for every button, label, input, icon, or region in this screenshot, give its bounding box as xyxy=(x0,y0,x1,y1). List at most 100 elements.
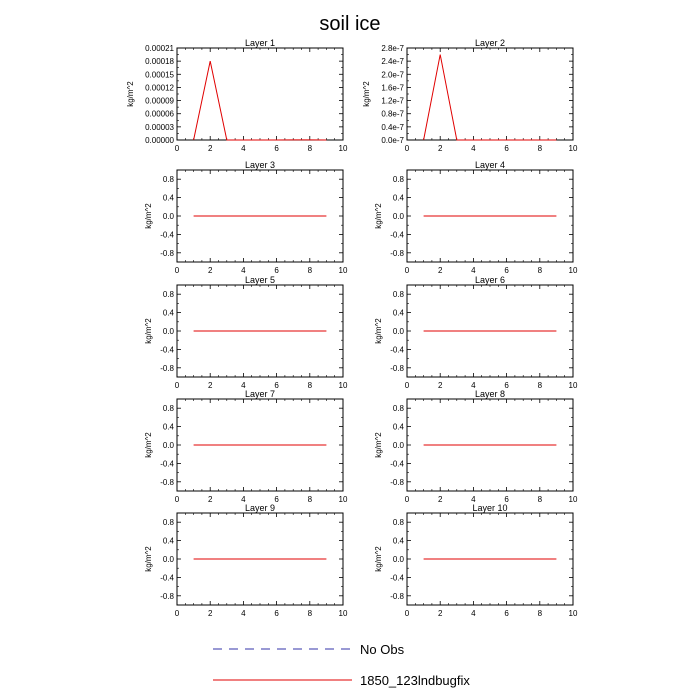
y-axis-label: kg/m^2 xyxy=(362,81,371,107)
panel-layer-2: Layer 2 0 2 4 6 8 10 0.0e-7 0.4e-7 0.8e-7 1.2e-7 1.… xyxy=(362,38,578,153)
series-line-1850-123lndbugfix xyxy=(423,54,557,141)
y-tick-label: -0.4 xyxy=(390,573,404,582)
x-tick-label: 8 xyxy=(308,144,313,153)
y-tick-label: 0.00003 xyxy=(145,123,174,132)
x-tick-label: 0 xyxy=(175,381,180,390)
panel-title: Layer 6 xyxy=(475,275,505,285)
plot-frame xyxy=(406,47,574,141)
y-tick-label: 0.00000 xyxy=(145,136,174,145)
x-tick-label: 2 xyxy=(438,266,443,275)
x-tick-label: 8 xyxy=(308,266,313,275)
panel-title: Layer 4 xyxy=(475,160,505,170)
figure-title: soil ice xyxy=(319,13,380,35)
x-tick-label: 10 xyxy=(339,609,348,618)
x-tick-label: 0 xyxy=(405,381,410,390)
panel-layer-1: Layer 1 0 2 4 6 8 10 0.00000 0.00003 0.00006 0.000… xyxy=(126,38,348,153)
y-tick-label: 0.00021 xyxy=(145,44,174,53)
y-tick-label: 0.8 xyxy=(393,175,405,184)
x-tick-label: 4 xyxy=(241,381,246,390)
y-tick-label: 0.00015 xyxy=(145,70,174,79)
y-tick-label: 0.0 xyxy=(163,555,175,564)
x-tick-label: 4 xyxy=(241,609,246,618)
x-tick-label: 8 xyxy=(538,609,543,618)
y-axis-label: kg/m^2 xyxy=(144,546,153,572)
x-tick-label: 8 xyxy=(538,144,543,153)
x-tick-label: 0 xyxy=(175,144,180,153)
x-tick-label: 6 xyxy=(504,381,509,390)
panel-title: Layer 8 xyxy=(475,389,505,399)
x-tick-label: 2 xyxy=(208,381,213,390)
y-axis-label: kg/m^2 xyxy=(144,203,153,229)
y-tick-label: 0.4 xyxy=(163,423,175,432)
x-tick-label: 10 xyxy=(569,609,578,618)
y-tick-label: 0.4 xyxy=(163,537,175,546)
y-tick-label: 0.00018 xyxy=(145,57,174,66)
panel-title: Layer 5 xyxy=(245,275,275,285)
x-tick-label: 2 xyxy=(438,144,443,153)
panel-layer-9: Layer 9 0 2 4 6 8 10 -0.8 -0.4 0.0 0.4 0.8 kg/m^2 xyxy=(144,503,348,618)
x-tick-label: 4 xyxy=(471,144,476,153)
y-tick-label: -0.4 xyxy=(160,573,174,582)
y-axis-label: kg/m^2 xyxy=(374,203,383,229)
y-tick-label: 0.4 xyxy=(393,423,405,432)
x-tick-label: 8 xyxy=(538,381,543,390)
x-tick-label: 6 xyxy=(274,381,279,390)
y-tick-label: 0.8 xyxy=(393,290,405,299)
x-tick-label: 10 xyxy=(339,381,348,390)
y-tick-label: 0.4 xyxy=(393,537,405,546)
y-axis-label: kg/m^2 xyxy=(374,432,383,458)
x-tick-label: 6 xyxy=(274,495,279,504)
x-tick-label: 2 xyxy=(208,144,213,153)
x-tick-label: 8 xyxy=(538,266,543,275)
y-tick-label: 1.2e-7 xyxy=(381,97,404,106)
x-tick-label: 4 xyxy=(241,144,246,153)
plot-frame xyxy=(176,47,344,141)
y-tick-label: -0.8 xyxy=(160,249,174,258)
y-tick-label: -0.8 xyxy=(160,364,174,373)
x-tick-label: 10 xyxy=(569,381,578,390)
y-tick-label: 0.8 xyxy=(163,290,175,299)
y-tick-label: -0.4 xyxy=(390,230,404,239)
y-tick-label: 0.0 xyxy=(393,212,405,221)
x-tick-label: 4 xyxy=(241,266,246,275)
y-tick-label: 0.8 xyxy=(163,518,175,527)
panel-layer-8: Layer 8 0 2 4 6 8 10 -0.8 -0.4 0.0 0.4 0.8 kg/m^2 xyxy=(374,389,578,504)
y-tick-label: -0.8 xyxy=(390,249,404,258)
y-tick-label: 0.0 xyxy=(393,327,405,336)
x-tick-label: 10 xyxy=(339,144,348,153)
y-tick-label: -0.4 xyxy=(390,345,404,354)
panel-title: Layer 10 xyxy=(472,503,507,513)
x-tick-label: 4 xyxy=(471,495,476,504)
y-tick-label: 2.8e-7 xyxy=(381,44,404,53)
y-tick-label: 0.8 xyxy=(163,404,175,413)
x-tick-label: 0 xyxy=(405,609,410,618)
x-tick-label: 8 xyxy=(538,495,543,504)
y-tick-label: 0.4 xyxy=(393,309,405,318)
y-axis-label: kg/m^2 xyxy=(374,318,383,344)
x-tick-label: 8 xyxy=(308,609,313,618)
panel-title: Layer 1 xyxy=(245,38,275,48)
y-tick-label: -0.8 xyxy=(390,478,404,487)
y-tick-label: 0.4 xyxy=(163,309,175,318)
series-line-1850-123lndbugfix xyxy=(193,61,327,141)
x-tick-label: 10 xyxy=(569,144,578,153)
x-tick-label: 6 xyxy=(504,144,509,153)
y-tick-label: -0.4 xyxy=(390,459,404,468)
y-tick-label: -0.8 xyxy=(390,592,404,601)
y-tick-label: 2.0e-7 xyxy=(381,70,404,79)
y-tick-label: 0.0 xyxy=(163,327,175,336)
x-tick-label: 6 xyxy=(274,609,279,618)
y-tick-label: 0.4e-7 xyxy=(381,123,404,132)
panel-layer-5: Layer 5 0 2 4 6 8 10 -0.8 -0.4 0.0 0.4 0.8 kg/m^2 xyxy=(144,275,348,390)
y-tick-label: -0.8 xyxy=(160,592,174,601)
y-tick-label: 2.4e-7 xyxy=(381,57,404,66)
y-tick-label: -0.8 xyxy=(390,364,404,373)
x-tick-label: 4 xyxy=(471,266,476,275)
y-tick-label: 0.0 xyxy=(393,441,405,450)
y-tick-label: 0.0 xyxy=(163,441,175,450)
y-tick-label: 0.8 xyxy=(163,175,175,184)
y-tick-label: -0.4 xyxy=(160,459,174,468)
y-tick-label: 0.00006 xyxy=(145,110,174,119)
y-tick-label: -0.8 xyxy=(160,478,174,487)
x-tick-label: 0 xyxy=(175,266,180,275)
